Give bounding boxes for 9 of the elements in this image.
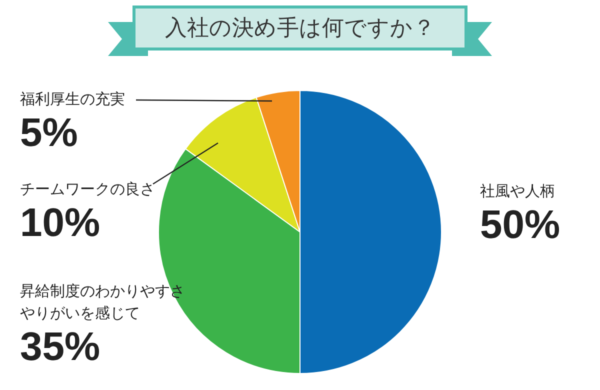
data-label: 50% (480, 202, 562, 248)
slice-label: 昇給制度のわかりやすさやりがいを感じて (20, 281, 186, 324)
chart-title: 入社の決め手は何ですか？ (164, 15, 436, 43)
slice-label: チームワークの良さ (20, 179, 156, 200)
data-label: 10% (20, 200, 102, 246)
data-label: 35% (20, 324, 102, 370)
slice-label: 社風や人柄 (480, 181, 556, 202)
data-label: 5% (20, 110, 79, 156)
slice-label: 福利厚生の充実 (20, 89, 126, 110)
